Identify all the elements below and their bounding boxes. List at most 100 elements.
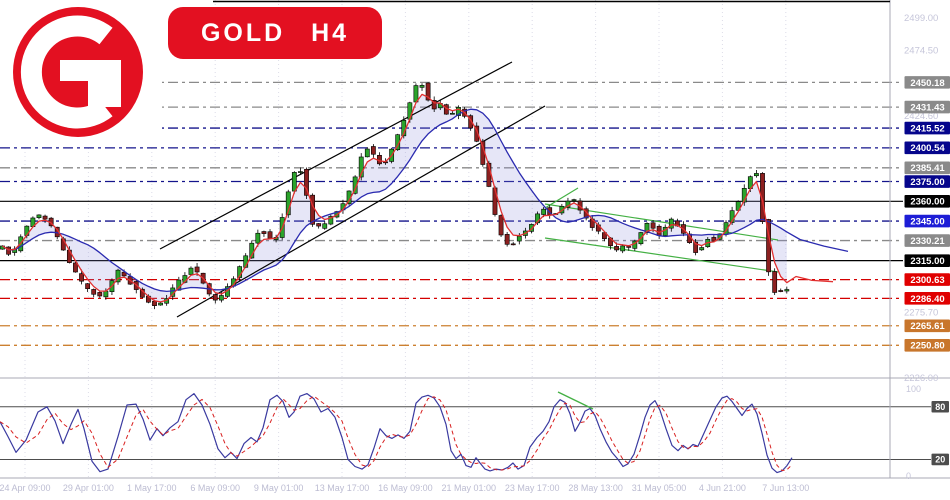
price-level-badge [904,175,950,188]
candle [614,246,619,251]
candle [735,201,741,211]
candle [450,112,455,115]
candle [370,146,376,155]
candle [516,235,522,242]
candle [535,213,540,224]
trend-line [544,187,579,209]
candle [115,269,121,283]
candle [693,241,699,253]
price-level-badge [904,141,950,155]
time-axis-label: 13 May 17:00 [315,483,370,493]
time-axis-label: 7 Jun 13:00 [762,483,809,493]
candle [194,266,200,273]
price-level-badge-label: 2345.00 [910,216,944,227]
scale-tick-label: 2499.00 [904,13,938,24]
price-level-badge [904,273,950,286]
candle [644,223,650,233]
candle [103,290,109,298]
time-axis-label: 4 Jun 21:00 [699,483,746,493]
candle [73,262,78,273]
candle [504,234,510,245]
time-axis-label: 21 May 01:00 [442,483,497,493]
candle [474,125,480,142]
candle [261,231,267,234]
candle [364,148,370,158]
candle [255,232,261,244]
candle [91,289,97,295]
candle [510,243,516,246]
candle [529,224,534,232]
pane-borders [0,0,950,479]
candle [784,289,790,292]
price-level-badge-label: 2400.54 [910,143,945,154]
candle [267,231,273,239]
price-level-badge-label: 2360.00 [910,197,944,208]
scale-tick-label: 2275.70 [904,307,938,318]
candle [729,210,735,223]
stoch-k-line [0,393,793,474]
candle [699,247,705,251]
candle [42,215,48,220]
candle [121,271,127,277]
time-axis-label: 1 May 17:00 [127,483,177,493]
price-level-badge [904,292,950,305]
candle [668,218,674,229]
stoch-scale-100: 100 [906,384,921,394]
price-level-badge [904,319,950,333]
stochastic-pane [0,391,931,474]
candle [322,223,328,229]
price-level-badge [904,161,950,175]
stoch-trend-line [557,391,594,410]
price-level-badge-label: 2265.61 [910,321,945,332]
candle [772,271,778,293]
price-level-badge [904,121,950,135]
candle [97,292,103,297]
candle [425,82,431,101]
candle [419,85,425,88]
time-axis-label: 31 May 05:00 [632,483,687,493]
time-axis-label: 24 Apr 09:00 [0,483,51,493]
time-axis[interactable]: 24 Apr 09:00 29 Apr 01:00 1 May 17:00 6 May… [0,483,809,493]
ma-slow-line [2,108,849,293]
candle [316,223,322,227]
candle [188,267,194,275]
candle [650,222,656,229]
candle [778,290,784,292]
candle [328,216,334,225]
stoch-level-badge [931,453,949,466]
stoch-level-badge-label: 20 [935,455,945,465]
time-axis-label: 16 May 09:00 [378,483,433,493]
price-level-badge [904,214,950,228]
price-pane [0,61,849,318]
price-level-badge-label: 2431.43 [910,103,944,114]
scale-tick-label: 2226.00 [904,373,938,384]
candle [754,173,759,177]
brand-logo [6,2,150,146]
time-axis-label: 23 May 17:00 [505,483,560,493]
time-axis-label: 9 May 01:00 [254,483,304,493]
time-axis-label: 28 May 13:00 [568,483,623,493]
candle [498,215,504,236]
candle [298,171,303,173]
candle [456,107,461,116]
candle [760,173,765,222]
trend-line [159,61,513,250]
price-level-badge-label: 2300.63 [910,275,944,286]
candle [602,232,607,240]
candle [620,245,626,252]
time-axis-label: 6 May 09:00 [190,483,240,493]
candle [358,156,364,178]
candle [152,301,157,306]
candle [717,233,723,240]
candle [79,273,84,282]
price-level-badge-label: 2375.00 [910,177,944,188]
stoch-level-badge-label: 80 [935,402,945,412]
candle [291,172,297,192]
stoch-d-line [0,395,793,472]
price-level-badge-label: 2415.52 [910,123,944,134]
price-level-badge-label: 2315.00 [910,256,944,267]
stoch-level-badge [931,400,949,413]
candle [541,208,547,215]
price-scale[interactable]: 2499.00 2474.50 2424.60 2275.70 2226.00 2450.… [904,13,950,481]
candle [626,246,632,248]
